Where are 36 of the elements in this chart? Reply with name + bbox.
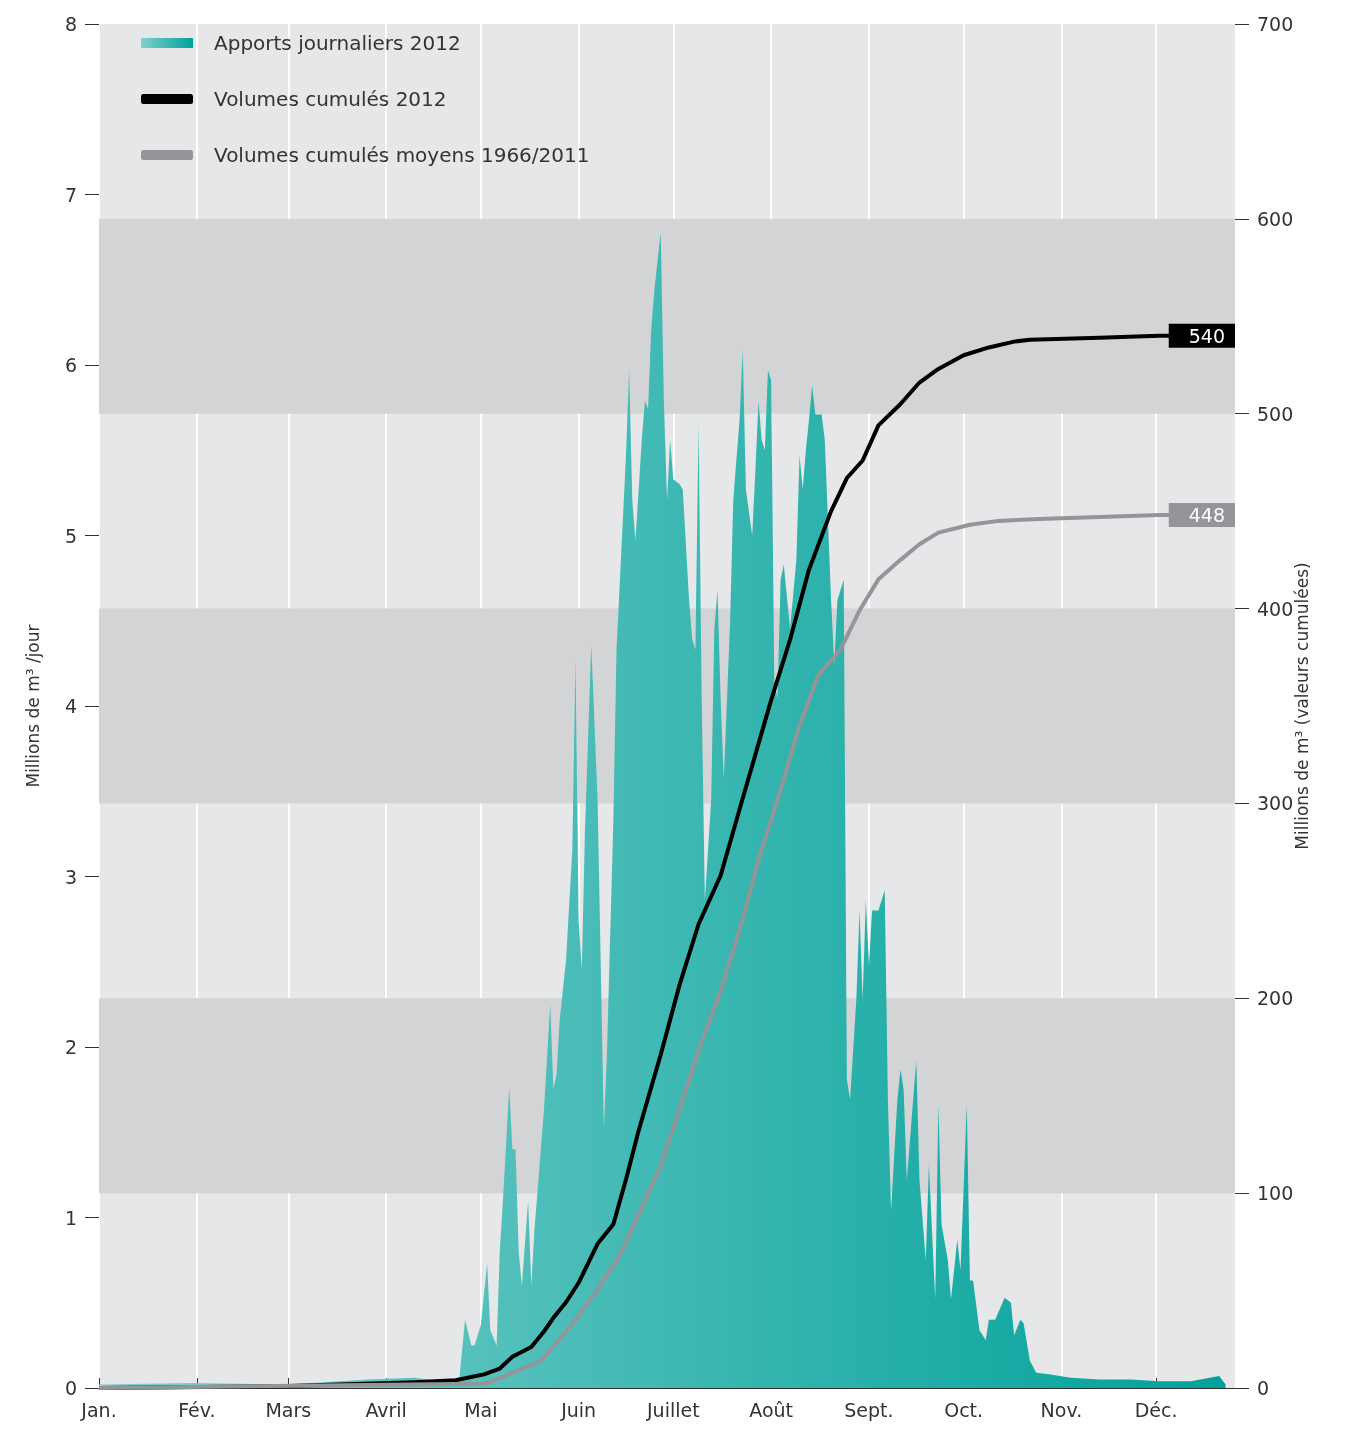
x-tick-label: Déc. bbox=[1134, 1398, 1178, 1421]
x-tick-label: Sept. bbox=[844, 1398, 894, 1421]
y2-tick-label: 600 bbox=[1257, 207, 1294, 230]
x-tick-label: Juin bbox=[560, 1398, 597, 1421]
x-tick-label: Avril bbox=[365, 1398, 407, 1421]
y-tick-label: 4 bbox=[64, 695, 77, 717]
legend-label: Volumes cumulés moyens 1966/2011 bbox=[214, 143, 590, 167]
x-tick-label: Mars bbox=[265, 1398, 312, 1421]
y2-tick-label: 0 bbox=[1257, 1377, 1270, 1399]
x-tick-label: Juillet bbox=[646, 1398, 700, 1421]
data-label: 448 bbox=[1188, 504, 1225, 527]
y2-tick-label: 100 bbox=[1257, 1182, 1294, 1205]
x-tick-label: Fév. bbox=[178, 1398, 216, 1421]
y-tick-label: 2 bbox=[64, 1036, 77, 1058]
y2-tick-label: 400 bbox=[1257, 597, 1294, 620]
y2-axis-title: Millions de m³ (valeurs cumulées) bbox=[1291, 562, 1312, 850]
y-tick-label: 0 bbox=[64, 1377, 77, 1399]
y2-tick-label: 300 bbox=[1257, 792, 1294, 815]
y-tick-label: 5 bbox=[64, 524, 77, 547]
y-tick-label: 7 bbox=[64, 183, 77, 206]
y-tick-label: 1 bbox=[64, 1206, 77, 1229]
x-tick-label: Nov. bbox=[1040, 1398, 1083, 1421]
legend-label: Apports journaliers 2012 bbox=[214, 31, 461, 55]
y-tick-label: 3 bbox=[64, 865, 77, 888]
x-tick-label: Août bbox=[749, 1398, 794, 1421]
x-tick-label: Jan. bbox=[80, 1398, 117, 1421]
y-tick-label: 6 bbox=[64, 354, 77, 376]
y2-tick-label: 500 bbox=[1257, 402, 1294, 425]
x-tick-label: Mai bbox=[464, 1398, 498, 1421]
y2-tick-label: 700 bbox=[1257, 13, 1294, 35]
y2-tick-label: 200 bbox=[1257, 987, 1294, 1010]
y-tick-label: 8 bbox=[64, 13, 77, 35]
y-axis-title: Millions de m³ /jour bbox=[22, 624, 43, 788]
legend-label: Volumes cumulés 2012 bbox=[214, 87, 447, 111]
data-label: 540 bbox=[1188, 324, 1225, 347]
x-tick-label: Oct. bbox=[944, 1398, 984, 1421]
